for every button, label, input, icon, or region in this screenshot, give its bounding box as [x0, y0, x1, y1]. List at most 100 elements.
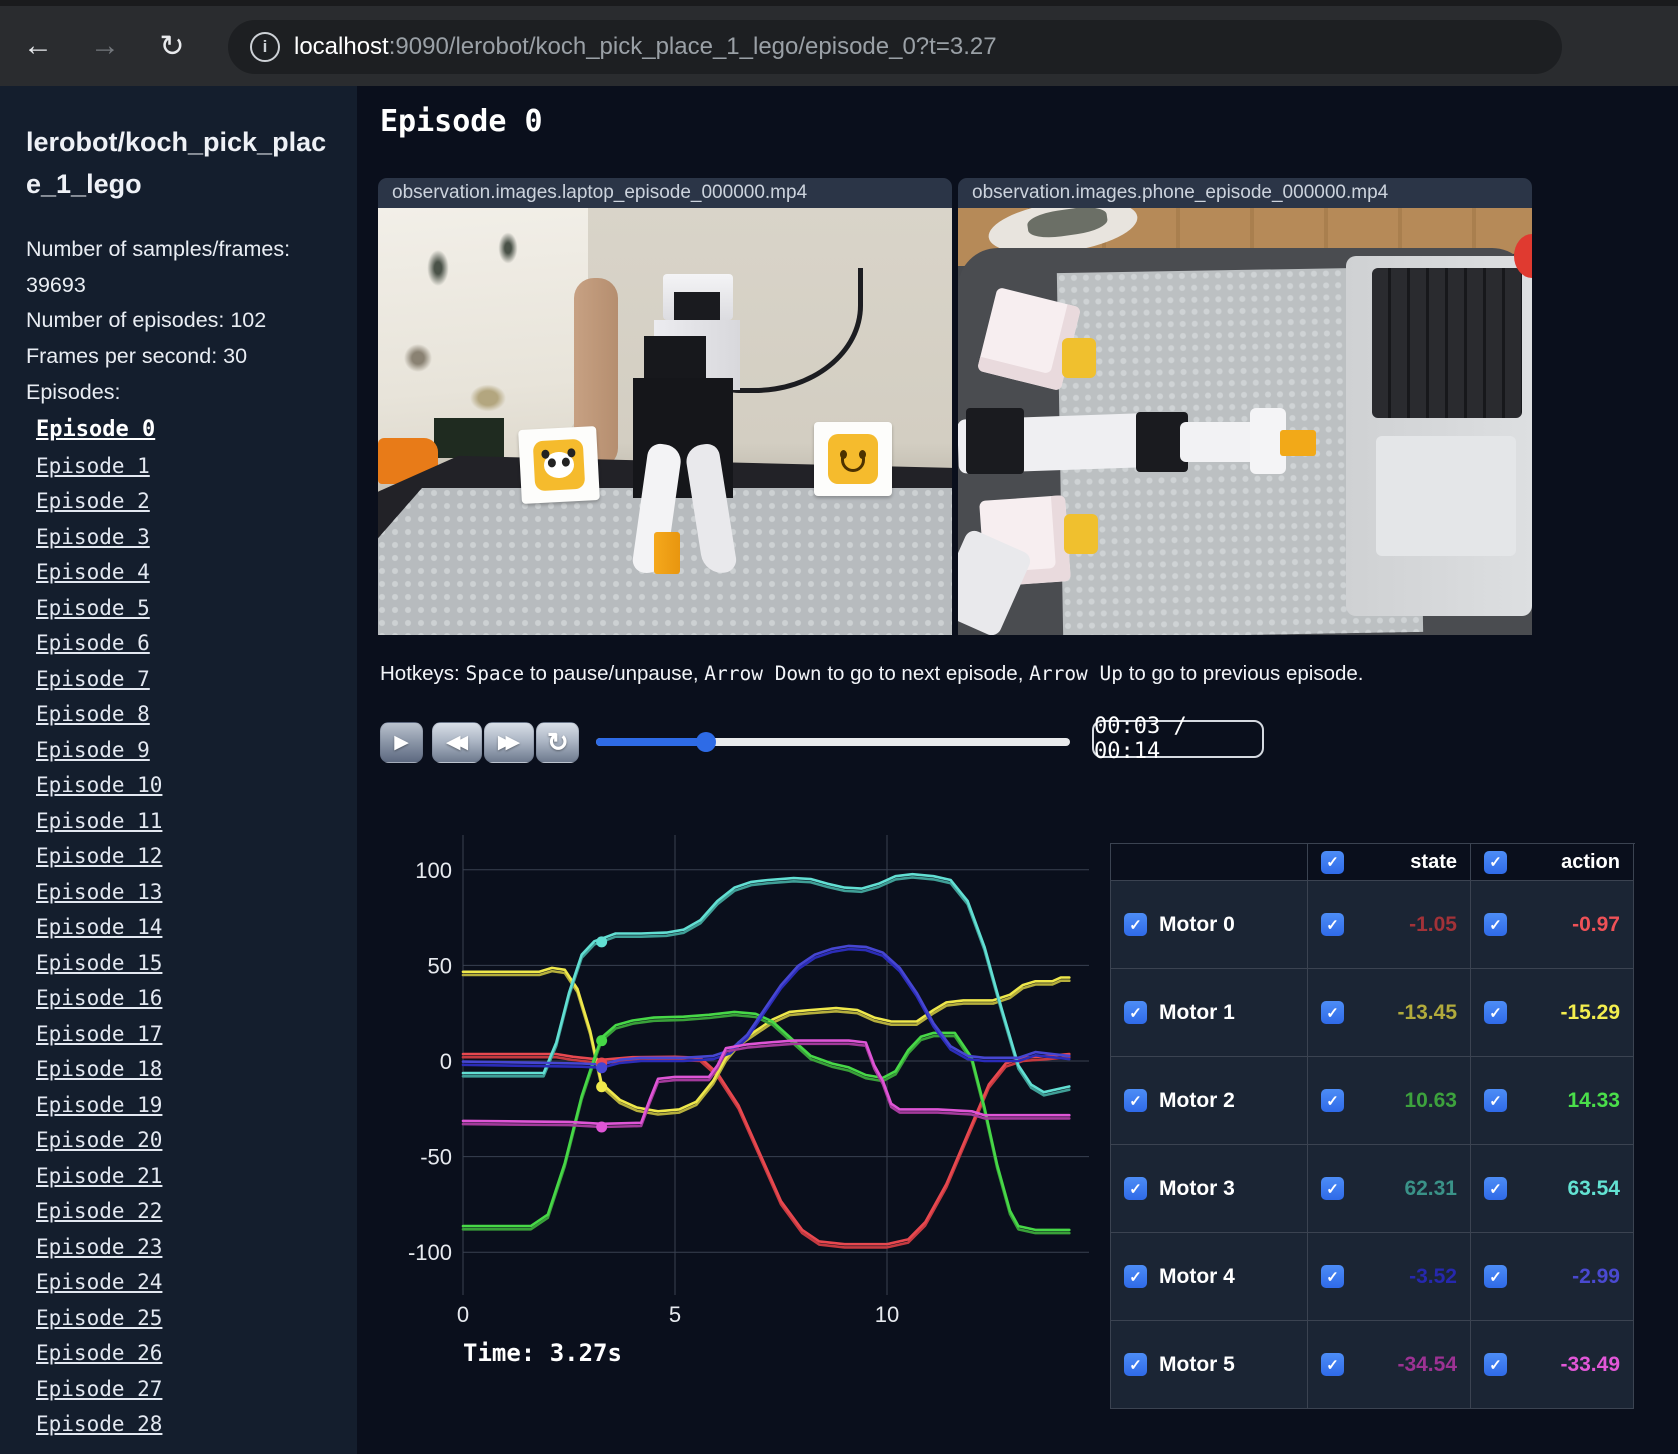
motor-checkbox[interactable]: ✓ — [1124, 1265, 1147, 1288]
state-checkbox[interactable]: ✓ — [1321, 913, 1344, 936]
state-checkbox[interactable]: ✓ — [1321, 1265, 1344, 1288]
action-column-checkbox[interactable]: ✓ — [1484, 850, 1507, 874]
sidebar-episode-link[interactable]: Episode 15 — [36, 950, 163, 975]
motor-checkbox[interactable]: ✓ — [1124, 1353, 1147, 1376]
motor-checkbox[interactable]: ✓ — [1124, 1177, 1147, 1200]
slider-fill — [596, 738, 706, 746]
laptop-keyboard — [1372, 268, 1522, 418]
state-value: -34.54 — [1397, 1352, 1457, 1376]
sidebar-episode-link[interactable]: Episode 19 — [36, 1092, 163, 1117]
space-key-label: Space — [465, 662, 525, 685]
action-header-cell: ✓ action — [1471, 844, 1634, 881]
red-object — [1514, 234, 1532, 278]
sidebar-episode-link[interactable]: Episode 5 — [36, 595, 150, 620]
arrow-up-key-label: Arrow Up — [1029, 662, 1124, 685]
url-host: localhost — [294, 33, 389, 60]
sidebar-episode-link[interactable]: Episode 24 — [36, 1270, 163, 1295]
sidebar-episode-link[interactable]: Episode 4 — [36, 560, 150, 585]
emoji-tag-bottom — [1064, 514, 1098, 554]
sidebar-episode-link[interactable]: Episode 12 — [36, 844, 163, 869]
state-value: -13.45 — [1397, 1000, 1457, 1024]
motor-name: Motor 2 — [1159, 1088, 1235, 1112]
action-checkbox[interactable]: ✓ — [1484, 1353, 1507, 1376]
state-column-checkbox[interactable]: ✓ — [1321, 850, 1344, 874]
play-button[interactable]: ▶ — [380, 722, 423, 763]
hotkeys-help: Hotkeys: Space to pause/unpause, Arrow D… — [380, 662, 1364, 685]
panda-card — [518, 426, 600, 504]
state-checkbox[interactable]: ✓ — [1321, 1353, 1344, 1376]
action-checkbox[interactable]: ✓ — [1484, 1177, 1507, 1200]
motor-chart: 100 50 0 -50 -100 0 5 10 — [408, 835, 1089, 1327]
action-value: -0.97 — [1572, 912, 1620, 936]
action-checkbox[interactable]: ✓ — [1484, 1265, 1507, 1288]
loop-button[interactable]: ↺ — [536, 722, 579, 763]
sidebar-episode-link[interactable]: Episode 16 — [36, 986, 163, 1011]
back-icon[interactable]: ← — [23, 29, 53, 62]
sidebar-episode-link[interactable]: Episode 0 — [36, 417, 156, 443]
state-checkbox[interactable]: ✓ — [1321, 1089, 1344, 1112]
sidebar-episode-link[interactable]: Episode 26 — [36, 1341, 163, 1366]
reload-icon[interactable]: ↻ — [159, 29, 185, 63]
state-header-cell: ✓ state — [1308, 844, 1471, 881]
slider-thumb[interactable] — [695, 732, 716, 752]
sidebar-episode-link[interactable]: Episode 7 — [36, 666, 150, 691]
circuit-board — [434, 418, 504, 458]
sidebar-episode-link[interactable]: Episode 8 — [36, 702, 150, 727]
playback-slider[interactable] — [596, 722, 1070, 761]
svg-text:5: 5 — [669, 1302, 681, 1327]
action-checkbox[interactable]: ✓ — [1484, 1089, 1507, 1112]
video-frame-laptop — [378, 208, 952, 635]
svg-text:-100: -100 — [408, 1240, 452, 1265]
sidebar-episode-link[interactable]: Episode 20 — [36, 1128, 163, 1153]
motor-checkbox[interactable]: ✓ — [1124, 1089, 1147, 1112]
motor-table: ✓ state ✓ action ✓ Motor 0 ✓ -1.05 ✓ -0.97 ✓ Mo… — [1110, 843, 1635, 1409]
robot-joint-2 — [1136, 412, 1188, 472]
table-row-cell: ✓ Motor 1 — [1111, 969, 1308, 1057]
sidebar-episode-link[interactable]: Episode 25 — [36, 1305, 163, 1330]
table-row-cell: ✓ Motor 4 — [1111, 1233, 1308, 1321]
action-value: 14.33 — [1567, 1088, 1620, 1112]
sidebar-episode-link[interactable]: Episode 17 — [36, 1021, 163, 1046]
sidebar-episode-link[interactable]: Episode 9 — [36, 737, 150, 762]
sidebar-episode-link[interactable]: Episode 10 — [36, 773, 163, 798]
url-bar[interactable]: i localhost:9090/lerobot/koch_pick_place… — [228, 20, 1562, 74]
sidebar-episode-link[interactable]: Episode 11 — [36, 808, 163, 833]
fast-forward-button[interactable]: ▶▶ — [484, 722, 534, 763]
laptop-trackpad — [1376, 436, 1516, 556]
state-checkbox[interactable]: ✓ — [1321, 1177, 1344, 1200]
hugging-face-card — [814, 422, 892, 496]
state-value: -3.52 — [1409, 1264, 1457, 1288]
slider-track[interactable] — [596, 738, 1070, 746]
forward-icon[interactable]: → — [90, 29, 120, 62]
motor-checkbox[interactable]: ✓ — [1124, 1001, 1147, 1024]
sidebar-episode-link[interactable]: Episode 3 — [36, 524, 150, 549]
sidebar-episode-link[interactable]: Episode 2 — [36, 489, 150, 514]
state-header-label: state — [1410, 850, 1457, 873]
rewind-button[interactable]: ◀◀ — [432, 722, 482, 763]
sidebar-episode-link[interactable]: Episode 23 — [36, 1234, 163, 1259]
sidebar-episode-link[interactable]: Episode 1 — [36, 453, 150, 478]
motor-name: Motor 5 — [1159, 1352, 1235, 1376]
site-info-icon[interactable]: i — [250, 32, 280, 62]
action-checkbox[interactable]: ✓ — [1484, 1001, 1507, 1024]
table-row-cell: ✓ Motor 0 — [1111, 881, 1308, 969]
sidebar-episode-link[interactable]: Episode 6 — [36, 631, 150, 656]
action-checkbox[interactable]: ✓ — [1484, 913, 1507, 936]
motor-checkbox[interactable]: ✓ — [1124, 913, 1147, 936]
sidebar-episode-link[interactable]: Episode 18 — [36, 1057, 163, 1082]
sidebar-episode-link[interactable]: Episode 22 — [36, 1199, 163, 1224]
page-title: Episode 0 — [380, 104, 543, 139]
sidebar-episode-link[interactable]: Episode 14 — [36, 915, 163, 940]
sidebar-episode-link[interactable]: Episode 13 — [36, 879, 163, 904]
action-value: -2.99 — [1572, 1264, 1620, 1288]
time-display: 00:03 / 00:14 — [1092, 714, 1264, 764]
state-checkbox[interactable]: ✓ — [1321, 1001, 1344, 1024]
sidebar: lerobot/koch_pick_place_1_lego Number of… — [0, 86, 357, 1454]
sidebar-episode-link[interactable]: Episode 21 — [36, 1163, 163, 1188]
robot-forearm — [1180, 422, 1260, 462]
table-row-cell: ✓ -33.49 — [1471, 1321, 1634, 1409]
sidebar-episode-link[interactable]: Episode 27 — [36, 1376, 163, 1401]
video-card-laptop: observation.images.laptop_episode_000000… — [378, 178, 952, 635]
sidebar-episode-link[interactable]: Episode 28 — [36, 1412, 163, 1437]
motor-name: Motor 4 — [1159, 1264, 1235, 1288]
